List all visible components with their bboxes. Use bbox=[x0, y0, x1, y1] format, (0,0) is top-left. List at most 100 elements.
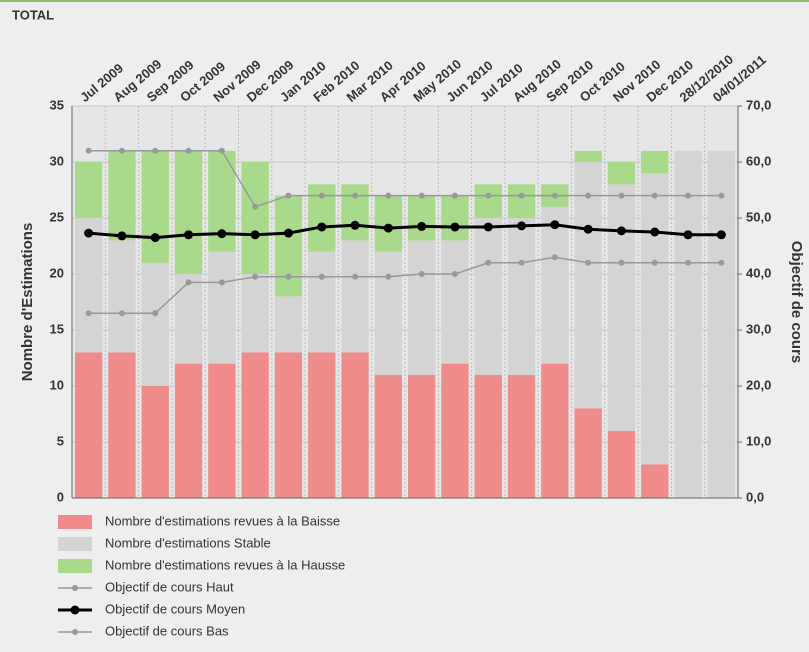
line-marker bbox=[218, 279, 225, 286]
bar-segment bbox=[407, 240, 436, 375]
y-axis-title: Nombre d'Estimations bbox=[19, 223, 36, 382]
line-marker bbox=[252, 273, 259, 280]
line-marker bbox=[85, 310, 92, 317]
line-marker bbox=[618, 192, 625, 199]
bar-segment bbox=[641, 173, 669, 465]
line-marker bbox=[417, 221, 427, 231]
bar-segment bbox=[208, 363, 236, 498]
line-marker bbox=[318, 273, 325, 280]
bar-segment bbox=[241, 162, 269, 274]
line-marker bbox=[518, 192, 525, 199]
bar-segment bbox=[108, 240, 136, 353]
legend-swatch bbox=[58, 515, 92, 529]
line-marker bbox=[483, 222, 493, 232]
bar-segment bbox=[174, 363, 203, 498]
line-marker bbox=[651, 259, 658, 266]
y-tick-label: 5 bbox=[57, 433, 64, 448]
bar-segment bbox=[474, 184, 502, 218]
line-marker bbox=[718, 192, 725, 199]
y2-tick-label: 70,0 bbox=[746, 97, 771, 112]
bar-segment bbox=[541, 206, 569, 364]
bar-segment bbox=[507, 218, 536, 375]
bar-segment bbox=[441, 240, 469, 364]
legend-swatch bbox=[58, 537, 92, 551]
line-marker bbox=[418, 192, 425, 199]
line-marker bbox=[583, 224, 593, 234]
legend-marker bbox=[72, 585, 78, 591]
y-tick-label: 15 bbox=[50, 321, 64, 336]
line-marker bbox=[152, 310, 159, 317]
bar-segment bbox=[574, 162, 602, 409]
line-marker bbox=[285, 192, 292, 199]
y-tick-label: 25 bbox=[50, 209, 64, 224]
bar-segment bbox=[441, 195, 469, 241]
line-marker bbox=[117, 231, 127, 241]
line-marker bbox=[185, 279, 192, 286]
line-marker bbox=[352, 273, 359, 280]
y-tick-label: 30 bbox=[50, 153, 64, 168]
line-marker bbox=[85, 147, 92, 154]
bar-segment bbox=[474, 374, 502, 498]
line-marker bbox=[451, 271, 458, 277]
bar-segment bbox=[341, 240, 369, 353]
line-marker bbox=[551, 192, 558, 199]
line-marker bbox=[184, 230, 194, 240]
line-marker bbox=[350, 220, 360, 230]
line-marker bbox=[385, 273, 392, 280]
bar-segment bbox=[607, 162, 636, 185]
bar-segment bbox=[208, 251, 236, 364]
chart-title: TOTAL bbox=[12, 7, 54, 22]
bar-segment bbox=[641, 150, 669, 174]
y-tick-label: 0 bbox=[57, 489, 64, 504]
line-marker bbox=[585, 259, 592, 266]
bar-segment bbox=[507, 374, 536, 498]
legend-label: Objectif de cours Bas bbox=[105, 623, 229, 638]
bar-segment bbox=[74, 218, 103, 353]
bar-segment bbox=[308, 352, 336, 498]
bar-segment bbox=[308, 251, 336, 353]
bar-segment bbox=[641, 464, 669, 498]
bar-segment bbox=[607, 184, 636, 431]
line-marker bbox=[283, 228, 293, 238]
legend-label: Objectif de cours Haut bbox=[105, 579, 234, 594]
line-marker bbox=[185, 147, 192, 154]
legend-label: Objectif de cours Moyen bbox=[105, 601, 245, 616]
line-marker bbox=[716, 230, 726, 240]
bar-segment bbox=[74, 162, 103, 218]
line-marker bbox=[485, 192, 492, 199]
line-marker bbox=[685, 192, 692, 199]
bar-segment bbox=[174, 150, 203, 274]
line-marker bbox=[217, 229, 227, 239]
bar-segment bbox=[574, 408, 602, 498]
legend-label: Nombre d'estimations Stable bbox=[105, 535, 271, 550]
bar-segment bbox=[441, 363, 469, 498]
line-series bbox=[88, 150, 722, 208]
line-marker bbox=[451, 192, 458, 199]
line-marker bbox=[385, 192, 392, 199]
legend-marker bbox=[70, 605, 80, 615]
legend-label: Nombre d'estimations revues à la Baisse bbox=[105, 513, 340, 528]
bar-segment bbox=[74, 352, 103, 498]
bar-segment bbox=[108, 352, 136, 498]
bar-segment bbox=[174, 274, 203, 364]
line-marker bbox=[650, 227, 660, 237]
line-marker bbox=[84, 228, 94, 238]
line-marker bbox=[150, 233, 160, 243]
line-marker bbox=[318, 192, 325, 199]
line-marker bbox=[250, 230, 260, 240]
line-marker bbox=[418, 271, 425, 277]
y-tick-label: 35 bbox=[50, 97, 64, 112]
bar-segment bbox=[374, 251, 403, 375]
line-marker bbox=[618, 259, 625, 266]
line-marker bbox=[252, 203, 259, 210]
bar-segment bbox=[407, 195, 436, 241]
line-marker bbox=[118, 310, 125, 317]
y2-tick-label: 40,0 bbox=[746, 265, 771, 280]
bar-segment bbox=[141, 386, 169, 498]
y2-tick-label: 10,0 bbox=[746, 433, 771, 448]
line-marker bbox=[118, 147, 125, 154]
line-marker bbox=[383, 223, 393, 233]
line-marker bbox=[683, 230, 693, 240]
line-marker bbox=[285, 273, 292, 280]
